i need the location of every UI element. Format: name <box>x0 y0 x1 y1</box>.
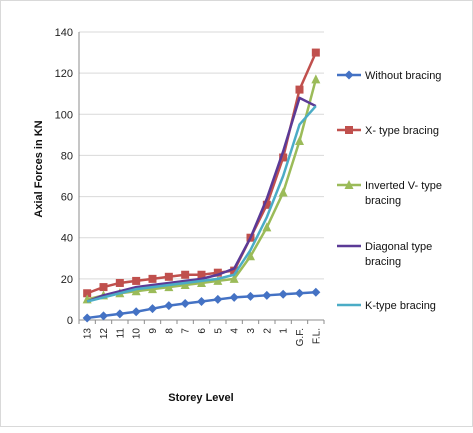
x-tick-label: 11 <box>115 328 126 339</box>
data-point <box>278 187 288 197</box>
data-point <box>82 313 92 323</box>
legend-item: Diagonal type bracing <box>337 241 432 268</box>
data-point <box>344 70 354 80</box>
data-point <box>115 309 125 319</box>
data-point <box>213 268 222 277</box>
data-point <box>262 200 271 209</box>
y-tick-label: 0 <box>67 315 73 327</box>
x-tick-label: 12 <box>99 328 110 340</box>
legend-label: Inverted V- type bracing <box>365 180 442 207</box>
y-tick-label: 100 <box>55 109 73 121</box>
data-point <box>279 153 288 162</box>
x-tick-label: 5 <box>213 328 224 334</box>
data-point <box>229 273 239 283</box>
y-tick-label: 140 <box>55 27 73 39</box>
data-point <box>148 274 157 283</box>
data-point <box>246 291 255 301</box>
data-point <box>295 85 304 94</box>
data-point <box>164 301 174 311</box>
data-point <box>197 296 206 306</box>
data-point <box>246 251 255 261</box>
series-diagonal-type-bracing <box>86 96 317 303</box>
axes <box>78 32 325 324</box>
x-tick-label: 3 <box>246 328 257 334</box>
data-point <box>229 292 239 302</box>
x-tick-label: 8 <box>164 328 175 334</box>
data-point <box>311 48 320 57</box>
data-point <box>99 283 108 292</box>
series-line <box>86 78 318 301</box>
grid-lines <box>79 31 324 280</box>
series-without-bracing <box>82 287 321 323</box>
legend-item: X- type bracing <box>337 125 439 137</box>
data-point <box>132 276 141 285</box>
x-tick-label: 10 <box>132 328 143 340</box>
legend-label: X- type bracing <box>365 125 439 137</box>
series-k-type-bracing <box>86 105 317 303</box>
data-point <box>197 270 206 279</box>
data-point <box>164 282 174 292</box>
series-line <box>86 96 317 303</box>
series-line <box>86 52 317 295</box>
data-point <box>213 275 223 285</box>
y-tick-label: 60 <box>61 192 73 204</box>
x-tick-label: 1 <box>279 328 290 334</box>
data-point <box>115 278 124 287</box>
x-tick-label: F.L. <box>311 328 322 344</box>
data-point <box>278 289 288 299</box>
data-point <box>131 307 141 317</box>
data-point <box>262 290 272 300</box>
data-point <box>213 294 223 304</box>
data-point <box>295 136 304 146</box>
legend-label: K-type bracing <box>365 300 436 312</box>
data-point <box>131 286 141 296</box>
data-point <box>83 289 92 298</box>
data-point <box>181 270 190 279</box>
series-inverted-v-type-bracing <box>82 74 321 304</box>
data-point <box>311 74 321 84</box>
data-point <box>197 277 206 287</box>
data-point <box>180 299 190 309</box>
y-tick-label: 40 <box>61 233 73 245</box>
data-point <box>180 280 190 290</box>
legend-item: Inverted V- type bracing <box>337 180 442 207</box>
x-tick-label: 7 <box>181 328 192 334</box>
y-axis-title: Axial Forces in KN <box>33 120 45 217</box>
x-tick-label: 9 <box>148 328 159 334</box>
x-tick-label: 6 <box>197 328 208 334</box>
data-point <box>311 287 321 297</box>
data-point <box>262 222 272 232</box>
series-group <box>82 48 321 323</box>
y-axis-ticks: 0 20 40 60 80 100 120 140 <box>55 27 73 327</box>
x-tick-label: 2 <box>262 328 273 334</box>
data-point <box>230 266 239 275</box>
y-tick-label: 80 <box>61 150 73 162</box>
x-tick-label: G.F. <box>295 328 306 346</box>
y-tick-label: 20 <box>61 274 73 286</box>
x-axis-title: Storey Level <box>168 392 233 404</box>
x-tick-label: 4 <box>230 328 241 334</box>
y-tick-label: 120 <box>55 68 73 80</box>
data-point <box>344 180 354 189</box>
data-point <box>295 288 304 298</box>
data-point <box>99 311 108 321</box>
legend-label: Diagonal type bracing <box>365 241 432 268</box>
series-line <box>86 105 317 303</box>
x-axis-ticks: 13 12 11 10 9 8 7 6 5 4 3 2 1 G.F. F.L. <box>83 328 323 347</box>
data-point <box>345 126 353 134</box>
legend-label: Without bracing <box>365 70 441 82</box>
data-point <box>164 272 173 281</box>
x-tick-label: 13 <box>83 328 94 340</box>
data-point <box>148 284 157 294</box>
data-point <box>148 304 157 314</box>
legend-item: Without bracing <box>337 70 441 82</box>
legend-item: K-type bracing <box>337 300 436 312</box>
legend: Without bracing X- type bracing Inverted V… <box>337 70 442 312</box>
